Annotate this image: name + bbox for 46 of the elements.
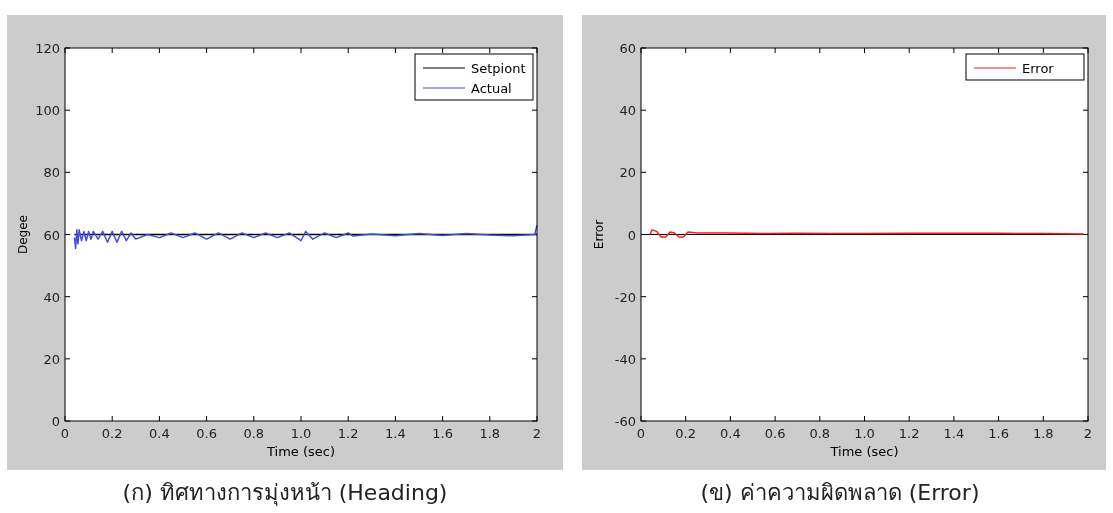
x-tick-label: 1.2 bbox=[898, 426, 920, 441]
x-tick-label: 0.4 bbox=[149, 426, 170, 441]
y-tick-label: 100 bbox=[35, 103, 60, 119]
x-tick-label: 0.6 bbox=[196, 426, 217, 441]
x-tick-label: 1.4 bbox=[385, 426, 406, 441]
y-tick-label: 40 bbox=[619, 103, 636, 119]
legend-label: Setpiont bbox=[471, 61, 526, 76]
x-tick-label: 1.6 bbox=[988, 426, 1009, 441]
y-tick-label: 80 bbox=[43, 165, 60, 181]
x-tick-label: 1.8 bbox=[479, 426, 501, 441]
x-tick-label: 1.4 bbox=[943, 426, 965, 441]
line-series bbox=[649, 229, 1085, 238]
y-tick-label: 60 bbox=[43, 227, 60, 243]
x-axis-title: Time (sec) bbox=[829, 444, 899, 459]
y-tick-label: 40 bbox=[43, 289, 60, 305]
y-tick-label: 20 bbox=[43, 351, 60, 367]
x-tick-label: 2 bbox=[1083, 426, 1093, 441]
y-tick-label: 0 bbox=[627, 227, 636, 243]
x-axis-title: Time (sec) bbox=[265, 444, 336, 459]
x-tick-label: 2 bbox=[532, 426, 542, 441]
x-tick-label: 0.8 bbox=[243, 426, 265, 441]
y-axis-title: Error bbox=[592, 219, 606, 250]
y-tick-label: 60 bbox=[619, 41, 636, 56]
y-axis-title: Degee bbox=[16, 214, 30, 255]
y-tick-label: -60 bbox=[614, 414, 636, 429]
y-tick-label: 120 bbox=[35, 41, 60, 56]
legend-label: Error bbox=[1022, 61, 1055, 76]
x-tick-label: 0.6 bbox=[764, 426, 786, 441]
x-tick-label: 1.2 bbox=[337, 426, 359, 441]
x-tick-label: 0 bbox=[636, 426, 646, 441]
y-tick-label: 20 bbox=[619, 165, 636, 181]
text: (ก) ทิศทางการมุ่งหน้า (Heading) bbox=[122, 480, 448, 506]
y-tick-label: 0 bbox=[51, 414, 60, 429]
x-tick-label: 1.8 bbox=[1032, 426, 1054, 441]
x-tick-label: 0 bbox=[60, 426, 70, 441]
text: (ข) ค่าความผิดพลาด (Error) bbox=[700, 480, 980, 505]
x-tick-label: 0.2 bbox=[675, 426, 697, 441]
x-tick-label: 0.8 bbox=[809, 426, 831, 441]
x-tick-label: 0.4 bbox=[720, 426, 741, 441]
x-tick-label: 1.0 bbox=[290, 426, 312, 441]
x-tick-label: 1.0 bbox=[854, 426, 875, 441]
x-tick-label: 0.2 bbox=[101, 426, 123, 441]
legend-label: Actual bbox=[471, 81, 512, 96]
y-tick-label: -20 bbox=[614, 289, 636, 305]
x-tick-label: 1.6 bbox=[432, 426, 453, 441]
y-tick-label: -40 bbox=[614, 351, 636, 367]
